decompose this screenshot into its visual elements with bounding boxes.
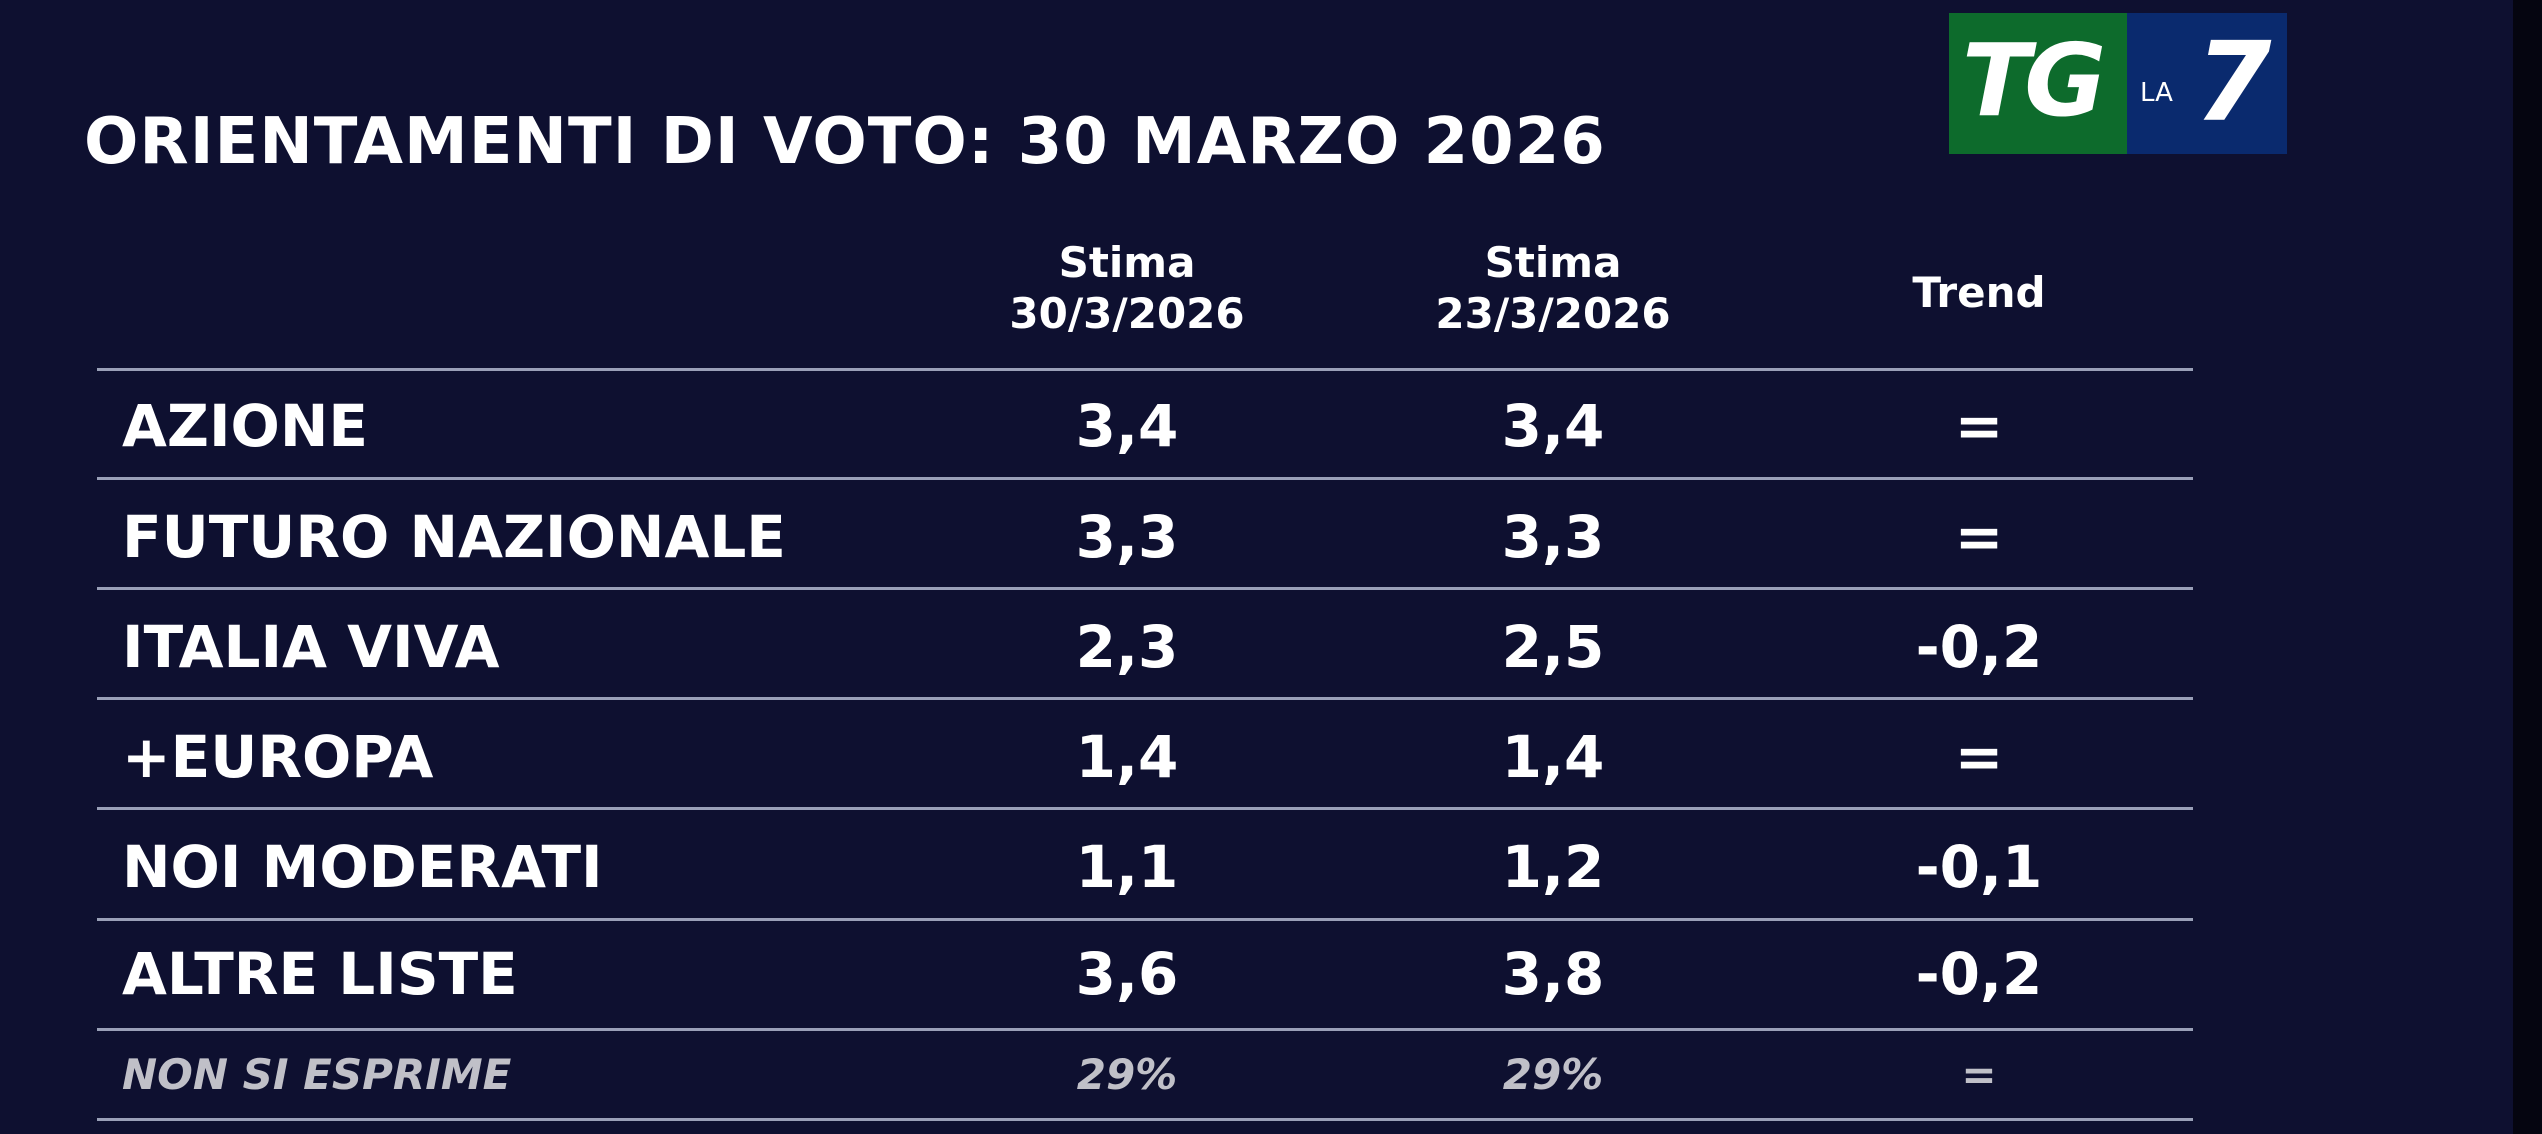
cell-value: 3,3: [1075, 503, 1179, 571]
row-label: NON SI ESPRIME: [122, 1050, 512, 1099]
row-label: ITALIA VIVA: [122, 613, 500, 681]
cell-value: 1,4: [1501, 723, 1605, 791]
logo-tg: TG: [1962, 22, 2106, 139]
cell-value: 2,5: [1501, 613, 1605, 681]
cell-value: =: [1954, 503, 2004, 571]
logo-green: [1949, 13, 2127, 154]
cell-value: 1,2: [1501, 833, 1605, 901]
row-label: FUTURO NAZIONALE: [122, 503, 786, 571]
cell-value: 2,3: [1075, 613, 1179, 681]
row-divider: [97, 807, 2193, 810]
row-label: NOI MODERATI: [122, 833, 603, 901]
column-header: Trend: [1912, 268, 2046, 317]
cell-value: -0,2: [1915, 940, 2043, 1008]
cell-value: 29%: [1502, 1050, 1604, 1099]
row-divider: [97, 918, 2193, 921]
cell-value: 3,3: [1501, 503, 1605, 571]
screen-edge: [2513, 0, 2542, 1134]
row-label: +EUROPA: [122, 723, 434, 791]
cell-value: 3,6: [1075, 940, 1179, 1008]
column-header: 23/3/2026: [1435, 289, 1671, 338]
row-label: ALTRE LISTE: [122, 940, 518, 1008]
cell-value: 3,8: [1501, 940, 1605, 1008]
cell-value: =: [1954, 392, 2004, 460]
cell-value: 1,4: [1075, 723, 1179, 791]
row-divider: [97, 587, 2193, 590]
cell-value: 3,4: [1501, 392, 1605, 460]
cell-value: 29%: [1076, 1050, 1178, 1099]
cell-value: -0,1: [1915, 833, 2043, 901]
logo-seven: 7: [2195, 18, 2272, 146]
column-header: Stima: [1058, 238, 1196, 287]
row-divider: [97, 477, 2193, 480]
cell-value: =: [1961, 1050, 1997, 1099]
row-divider: [97, 1118, 2193, 1121]
logo-blue: [2127, 13, 2287, 154]
row-divider: [97, 1028, 2193, 1031]
cell-value: 1,1: [1075, 833, 1179, 901]
column-header: 30/3/2026: [1009, 289, 1245, 338]
row-divider: [97, 697, 2193, 700]
row-label: AZIONE: [122, 392, 368, 460]
cell-value: =: [1954, 723, 2004, 791]
cell-value: 3,4: [1075, 392, 1179, 460]
logo-la: LA: [2140, 78, 2173, 108]
title: ORIENTAMENTI DI VOTO: 30 MARZO 2026: [84, 105, 1606, 179]
row-divider: [97, 368, 2193, 371]
column-header: Stima: [1484, 238, 1622, 287]
cell-value: -0,2: [1915, 613, 2043, 681]
